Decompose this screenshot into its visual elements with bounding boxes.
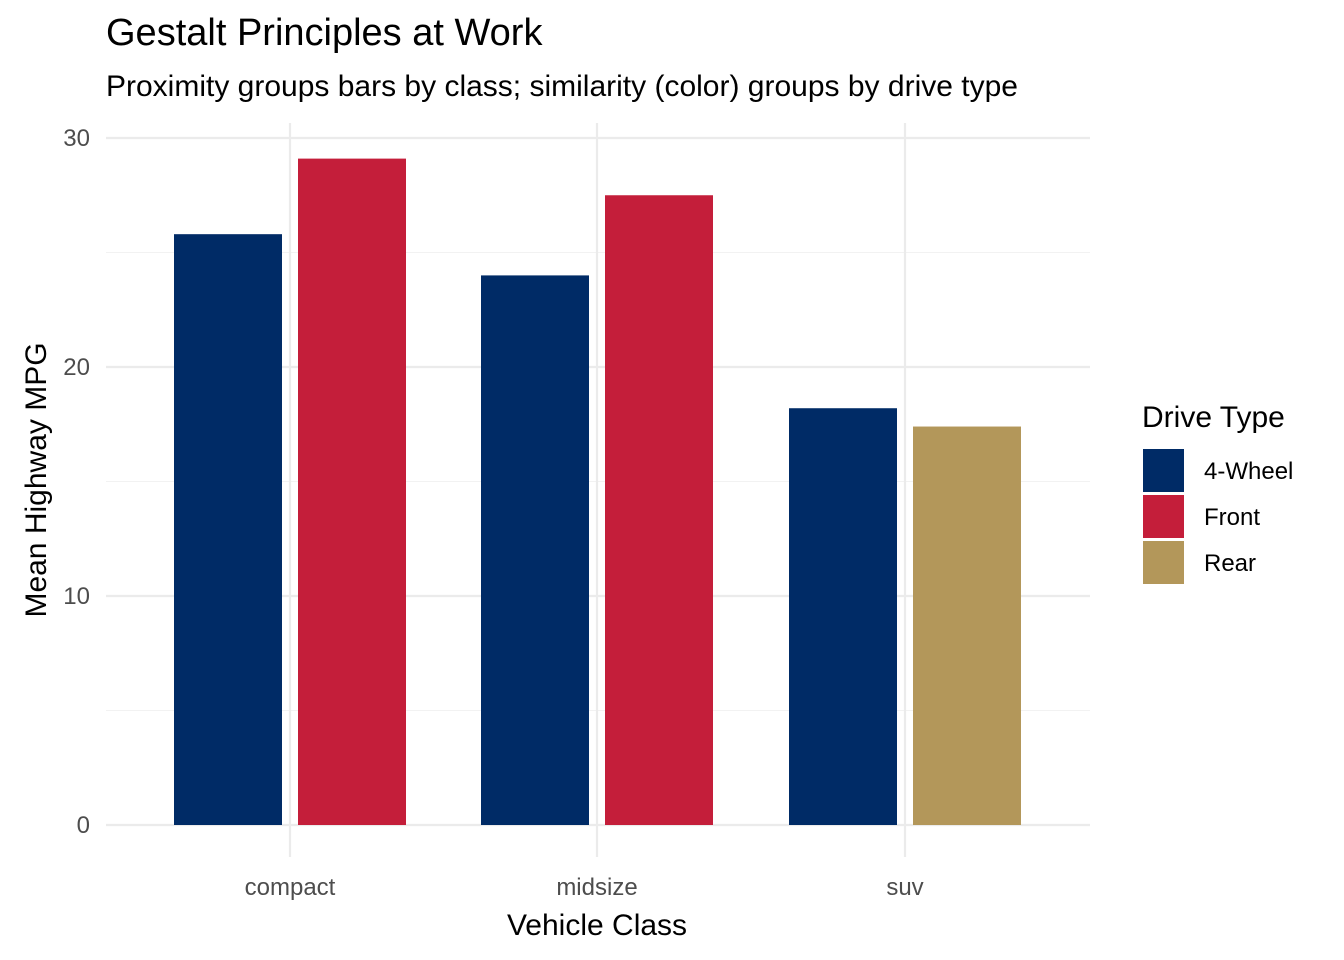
bar-compact-front <box>298 158 406 826</box>
bar-midsize-4-wheel <box>481 275 589 825</box>
legend-key-front <box>1143 495 1184 538</box>
y-tick-label: 30 <box>63 125 90 152</box>
y-tick-label: 10 <box>63 583 90 610</box>
y-tick-label: 20 <box>63 354 90 381</box>
y-axis-ticks: 0 10 20 30 <box>63 125 90 839</box>
chart-subtitle: Proximity groups bars by class; similari… <box>106 70 1018 103</box>
bar-midsize-front <box>605 195 713 825</box>
bars <box>174 158 1021 826</box>
legend-key-4-wheel <box>1143 449 1184 492</box>
bar-compact-4-wheel <box>174 234 282 825</box>
bar-suv-4-wheel <box>789 408 897 825</box>
x-tick-label: suv <box>886 874 923 901</box>
legend-label: 4-Wheel <box>1204 458 1293 485</box>
y-tick-label: 0 <box>77 812 90 839</box>
x-axis-title: Vehicle Class <box>507 909 687 942</box>
legend: Drive Type 4-Wheel Front Rear <box>1142 401 1293 584</box>
legend-title: Drive Type <box>1142 401 1285 434</box>
x-axis-ticks: compact midsize suv <box>245 874 924 901</box>
x-tick-label: compact <box>245 874 336 901</box>
y-axis-title: Mean Highway MPG <box>20 342 53 617</box>
bar-suv-rear <box>913 426 1021 825</box>
legend-key-rear <box>1143 541 1184 584</box>
chart-title: Gestalt Principles at Work <box>106 12 543 54</box>
x-tick-label: midsize <box>556 874 637 901</box>
legend-label: Rear <box>1204 550 1256 577</box>
legend-label: Front <box>1204 504 1260 531</box>
